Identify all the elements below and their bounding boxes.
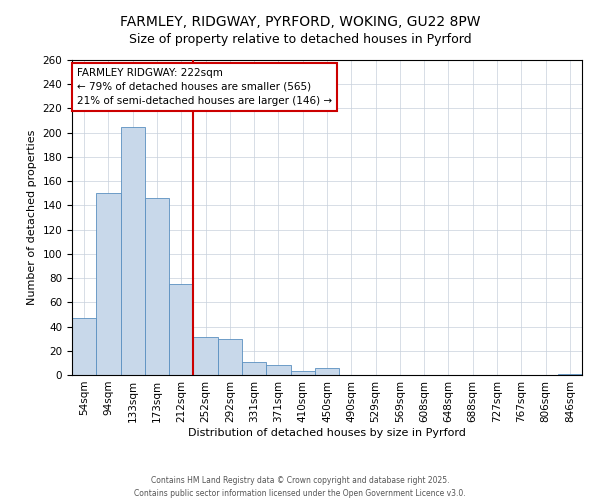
- Bar: [290, 372, 315, 375]
- Text: Size of property relative to detached houses in Pyrford: Size of property relative to detached ho…: [128, 32, 472, 46]
- Text: FARMLEY RIDGWAY: 222sqm
← 79% of detached houses are smaller (565)
21% of semi-d: FARMLEY RIDGWAY: 222sqm ← 79% of detache…: [77, 68, 332, 106]
- Y-axis label: Number of detached properties: Number of detached properties: [27, 130, 37, 305]
- X-axis label: Distribution of detached houses by size in Pyrford: Distribution of detached houses by size …: [188, 428, 466, 438]
- Bar: [193, 338, 218, 375]
- Bar: [145, 198, 169, 375]
- Bar: [315, 368, 339, 375]
- Text: FARMLEY, RIDGWAY, PYRFORD, WOKING, GU22 8PW: FARMLEY, RIDGWAY, PYRFORD, WOKING, GU22 …: [120, 15, 480, 29]
- Bar: [558, 374, 582, 375]
- Text: Contains HM Land Registry data © Crown copyright and database right 2025.
Contai: Contains HM Land Registry data © Crown c…: [134, 476, 466, 498]
- Bar: [242, 362, 266, 375]
- Bar: [121, 126, 145, 375]
- Bar: [96, 194, 121, 375]
- Bar: [169, 284, 193, 375]
- Bar: [72, 318, 96, 375]
- Bar: [266, 366, 290, 375]
- Bar: [218, 338, 242, 375]
